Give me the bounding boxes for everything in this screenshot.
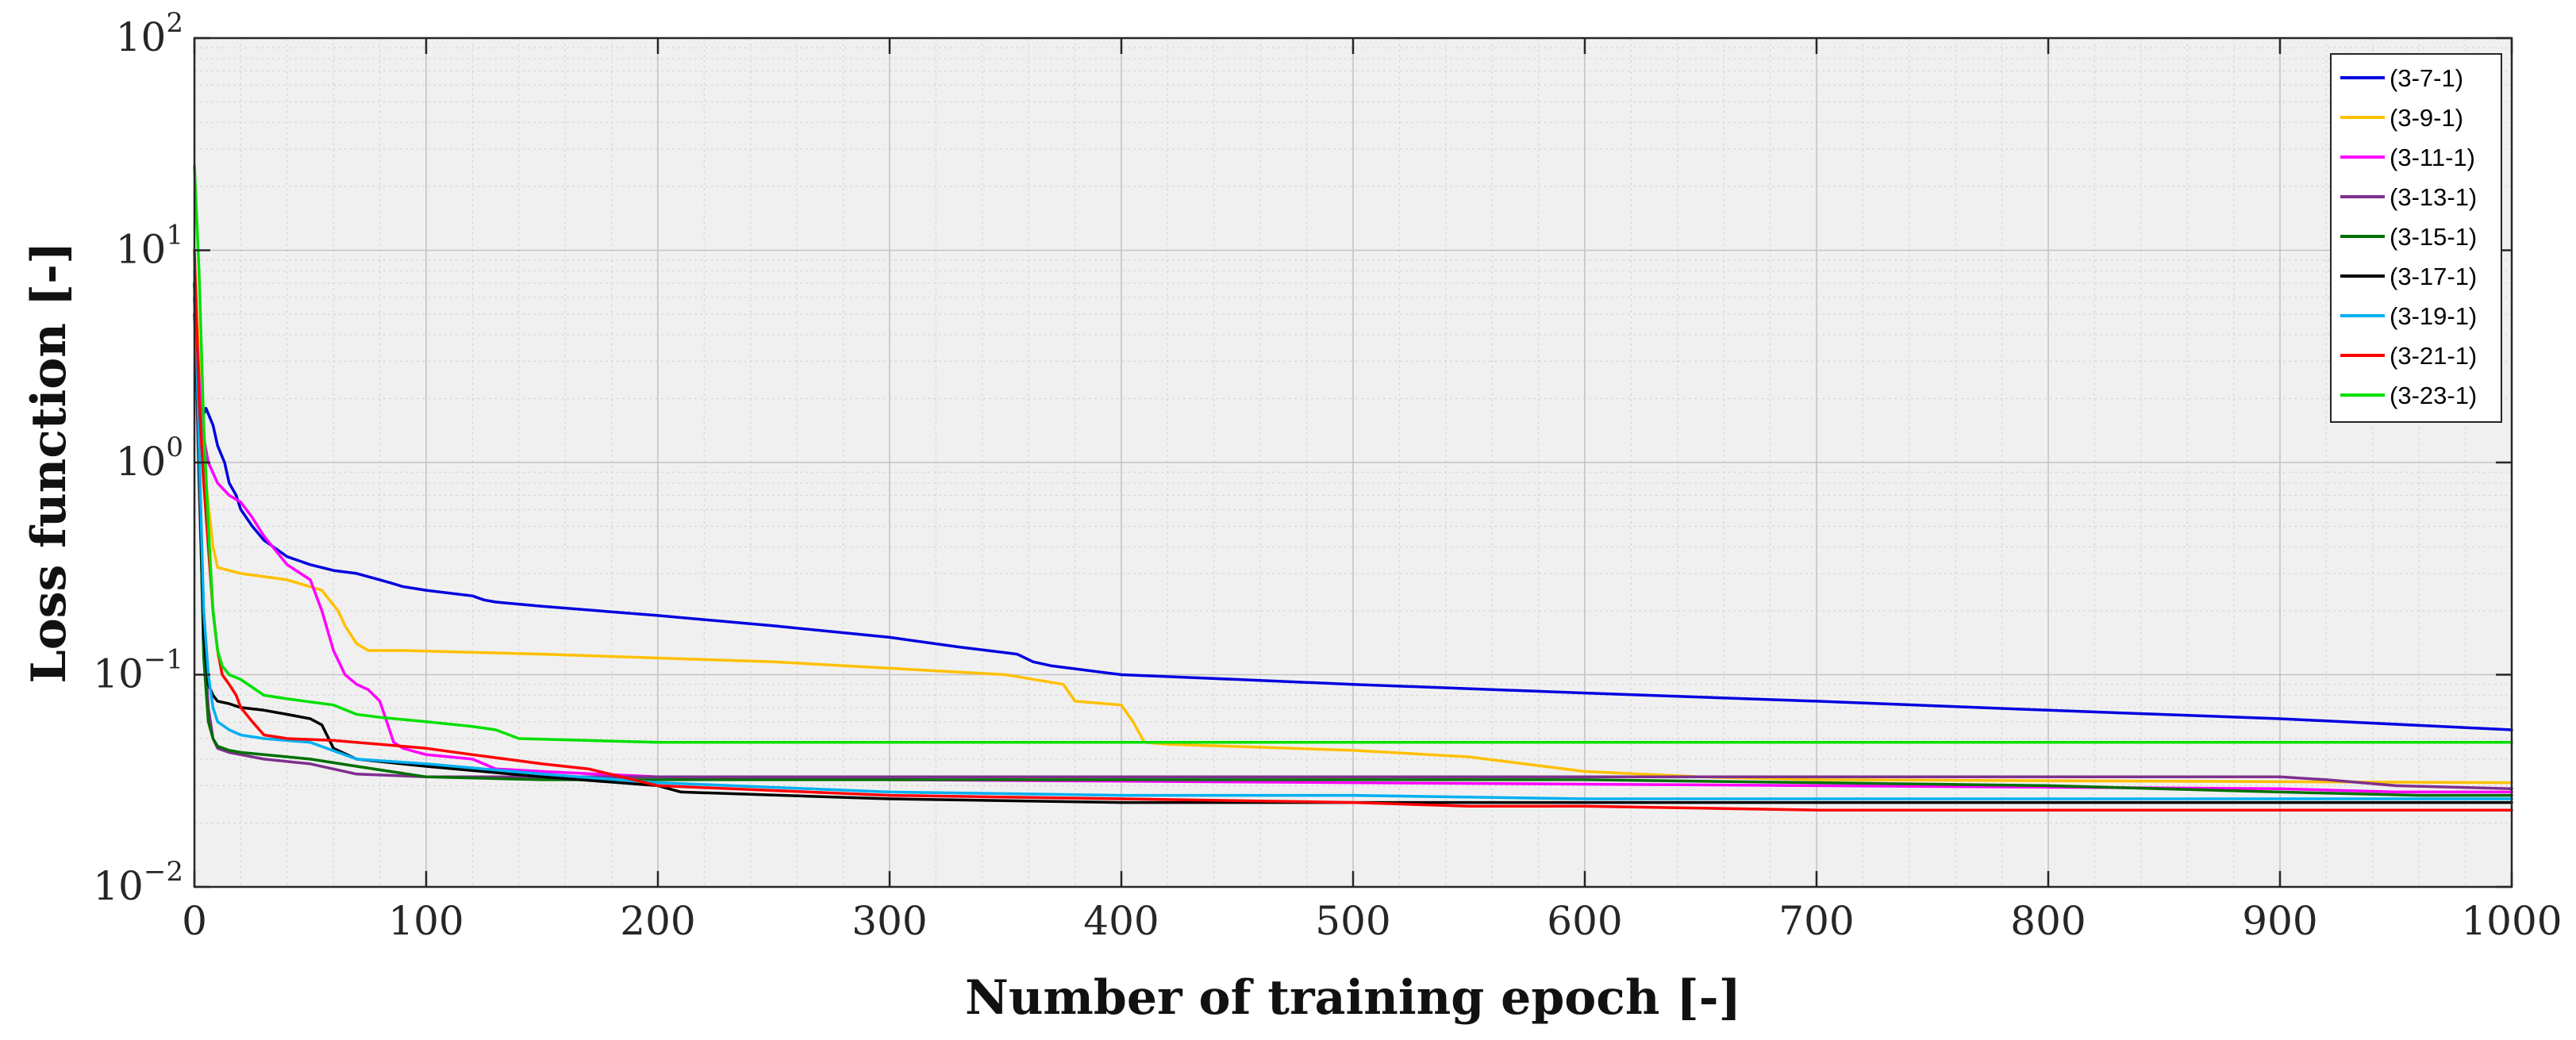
y-tick-label-base: 10 — [116, 439, 167, 485]
x-tick-label: 1000 — [2461, 898, 2562, 944]
y-tick-label: 101 — [116, 220, 183, 273]
series-line — [193, 258, 2513, 785]
x-tick-labels: 0 100 200 300 400 500 600 700 800 900 1000 — [182, 898, 2563, 944]
x-tick-label: 300 — [852, 898, 927, 944]
y-tick-label-exponent: −1 — [144, 644, 183, 676]
ticks — [193, 36, 2513, 888]
x-tick-label: 400 — [1083, 898, 1159, 944]
y-tick-label-exponent: 2 — [166, 7, 183, 39]
y-tick-label-exponent: 0 — [166, 432, 183, 463]
legend-label: (3-21-1) — [2390, 342, 2477, 370]
x-tick-label: 900 — [2242, 898, 2317, 944]
y-tick-label: 10−2 — [93, 856, 183, 909]
y-tick-label-exponent: −2 — [144, 856, 183, 888]
x-axis-title: Number of training epoch [-] — [965, 970, 1741, 1026]
legend-label: (3-15-1) — [2390, 223, 2477, 251]
y-tick-label-base: 10 — [93, 651, 144, 697]
y-tick-label-base: 10 — [116, 227, 167, 273]
legend-label: (3-11-1) — [2390, 144, 2475, 171]
x-tick-label: 800 — [2010, 898, 2086, 944]
legend: (3-7-1) (3-9-1) (3-11-1) (3-13-1) (3-15-1) (3… — [2330, 53, 2502, 423]
x-tick-label: 700 — [1778, 898, 1854, 944]
legend-label: (3-9-1) — [2390, 104, 2463, 132]
y-tick-label: 10−1 — [93, 644, 183, 697]
series-line — [193, 282, 2513, 797]
series-line — [193, 296, 2513, 791]
x-tick-label: 600 — [1547, 898, 1622, 944]
y-tick-label: 102 — [116, 7, 183, 60]
series-line — [193, 269, 2513, 800]
series-line — [193, 164, 2513, 744]
y-tick-label-base: 10 — [116, 14, 167, 60]
legend-label: (3-19-1) — [2390, 302, 2477, 330]
legend-label: (3-7-1) — [2390, 64, 2463, 92]
legend-label: (3-17-1) — [2390, 263, 2477, 290]
x-tick-label: 500 — [1315, 898, 1390, 944]
series-layer — [193, 164, 2513, 812]
series-line — [193, 313, 2513, 731]
x-tick-label: 200 — [620, 898, 695, 944]
y-tick-label: 100 — [116, 432, 183, 485]
legend-label: (3-23-1) — [2390, 382, 2477, 409]
y-tick-label-exponent: 1 — [166, 220, 183, 251]
x-tick-label: 100 — [388, 898, 463, 944]
legend-label: (3-13-1) — [2390, 183, 2477, 211]
y-axis-title: Loss function [-] — [21, 242, 77, 684]
x-tick-label: 0 — [182, 898, 207, 944]
y-tick-label-base: 10 — [93, 863, 144, 909]
